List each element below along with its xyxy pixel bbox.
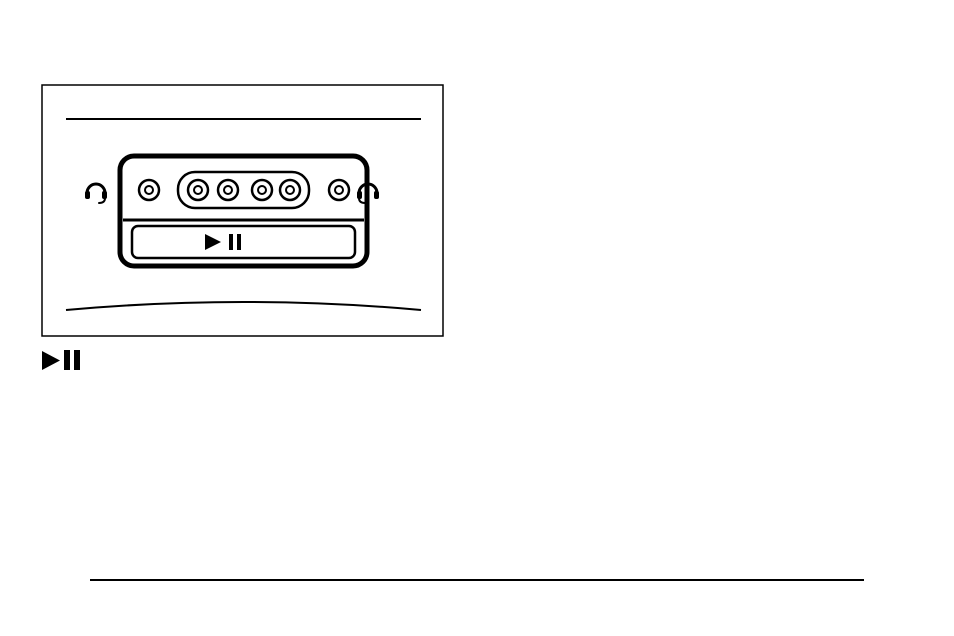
page — [0, 0, 954, 636]
pause-icon-bar-1 — [229, 234, 233, 250]
jack-1-inner — [145, 186, 153, 194]
play-icon — [42, 351, 60, 370]
headphone-icon-left — [85, 184, 107, 203]
play-pause-button[interactable] — [132, 226, 355, 258]
jack-4-inner — [258, 186, 266, 194]
jack-2-inner — [194, 186, 202, 194]
pause-icon-bar-2 — [74, 350, 80, 370]
pause-icon-bar-2 — [237, 234, 241, 250]
footer-rule — [90, 579, 864, 581]
pause-icon-bar-1 — [64, 350, 70, 370]
jack-5-inner — [286, 186, 294, 194]
jack-6-inner — [335, 186, 343, 194]
device-illustration — [0, 0, 954, 636]
play-pause-symbol — [40, 348, 90, 374]
seat-edge-bottom — [66, 302, 421, 310]
jack-3-inner — [224, 186, 232, 194]
